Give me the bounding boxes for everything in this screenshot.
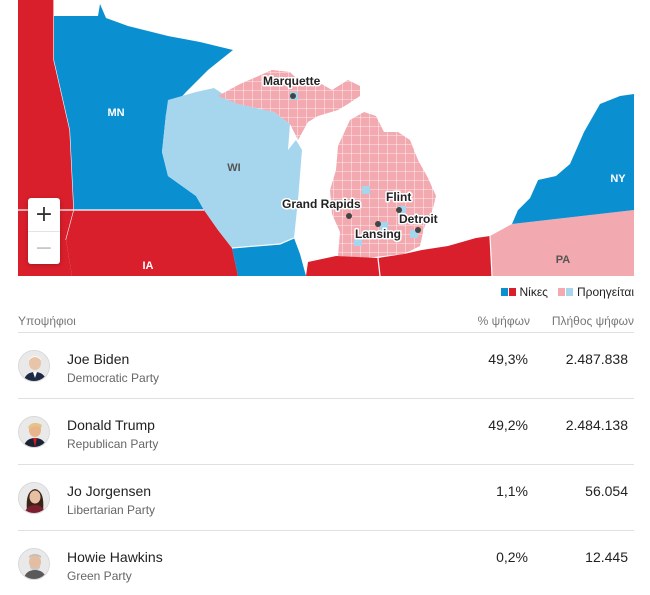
candidate-name: Joe Biden	[67, 351, 130, 367]
candidate-percent: 0,2%	[496, 549, 528, 565]
candidate-row[interactable]: Joe Biden Democratic Party 49,3% 2.487.8…	[18, 332, 634, 398]
zoom-control: + −	[28, 198, 60, 264]
city-label-grand-rapids: Grand Rapids	[282, 197, 361, 211]
county-lead-dem	[380, 222, 388, 230]
city-marker-marquette	[290, 93, 296, 99]
city-marker-lansing	[375, 221, 381, 227]
legend-leading-label: Προηγείται	[576, 285, 634, 299]
candidate-percent: 49,2%	[488, 417, 528, 433]
candidate-party: Democratic Party	[67, 371, 160, 385]
state-wi[interactable]	[162, 88, 302, 248]
portrait-trump-icon	[18, 416, 50, 448]
candidate-row[interactable]: Donald Trump Republican Party 49,2% 2.48…	[18, 398, 634, 464]
city-label-lansing: Lansing	[355, 227, 401, 241]
portrait-biden-icon	[18, 350, 50, 382]
zoom-in-button[interactable]: +	[34, 202, 54, 227]
state-nd[interactable]	[18, 0, 74, 210]
candidate-votes: 2.484.138	[565, 417, 628, 433]
city-marker-grand-rapids	[346, 213, 352, 219]
city-marker-detroit	[415, 227, 421, 233]
state-label-ia: IA	[143, 260, 154, 272]
candidate-percent: 1,1%	[496, 483, 528, 499]
zoom-out-button[interactable]: −	[28, 231, 60, 264]
portrait-jorgensen-icon	[18, 482, 50, 514]
portrait-hawkins-icon	[18, 548, 50, 580]
legend-swatch-rep-win	[508, 288, 516, 296]
results-table-header: Υποψήφιοι % ψήφων Πλήθος ψήφων	[18, 312, 634, 332]
header-votes: Πλήθος ψήφων	[551, 314, 634, 328]
state-mn[interactable]	[54, 4, 233, 210]
legend-swatch-dem-win	[500, 288, 508, 296]
candidate-party: Green Party	[67, 569, 132, 583]
header-percent: % ψήφων	[477, 314, 530, 328]
state-label-ny: NY	[610, 173, 626, 185]
state-il[interactable]	[232, 238, 306, 276]
results-map[interactable]: MN WI IA NY PA Marquette Grand Rapids Fl…	[18, 0, 634, 276]
map-svg: MN WI IA NY PA Marquette Grand Rapids Fl…	[18, 0, 634, 276]
city-marker-flint	[396, 207, 402, 213]
candidate-name: Donald Trump	[67, 417, 155, 433]
map-legend: Νίκες Προηγείται	[500, 284, 634, 300]
county-lead-dem	[410, 230, 418, 238]
candidate-party: Libertarian Party	[67, 503, 156, 517]
header-candidates: Υποψήφιοι	[18, 314, 76, 328]
state-mi-upper[interactable]	[218, 70, 360, 140]
legend-wins-label: Νίκες	[519, 285, 548, 299]
state-pa[interactable]	[490, 210, 634, 276]
legend-swatch-dem-lead	[565, 288, 573, 296]
candidate-row[interactable]: Howie Hawkins Green Party 0,2% 12.445	[18, 530, 634, 595]
county-lead-dem	[362, 186, 370, 194]
city-label-flint: Flint	[386, 190, 411, 204]
candidate-percent: 49,3%	[488, 351, 528, 367]
candidate-party: Republican Party	[67, 437, 159, 451]
state-label-mn: MN	[107, 107, 124, 119]
candidate-votes: 12.445	[585, 549, 628, 565]
candidate-name: Howie Hawkins	[67, 549, 163, 565]
city-label-marquette: Marquette	[263, 74, 321, 88]
state-oh[interactable]	[378, 236, 492, 276]
state-ia[interactable]	[66, 210, 238, 276]
candidate-votes: 2.487.838	[565, 351, 628, 367]
state-label-wi: WI	[227, 162, 240, 174]
city-label-detroit: Detroit	[399, 212, 438, 226]
state-in[interactable]	[306, 256, 380, 276]
state-label-pa: PA	[556, 254, 571, 266]
county-lead-dem	[354, 238, 362, 246]
legend-swatch-rep-lead	[557, 288, 565, 296]
candidate-row[interactable]: Jo Jorgensen Libertarian Party 1,1% 56.0…	[18, 464, 634, 530]
state-ny[interactable]	[512, 94, 634, 224]
state-mi-lower[interactable]	[330, 112, 436, 258]
candidate-votes: 56.054	[585, 483, 628, 499]
candidate-name: Jo Jorgensen	[67, 483, 152, 499]
